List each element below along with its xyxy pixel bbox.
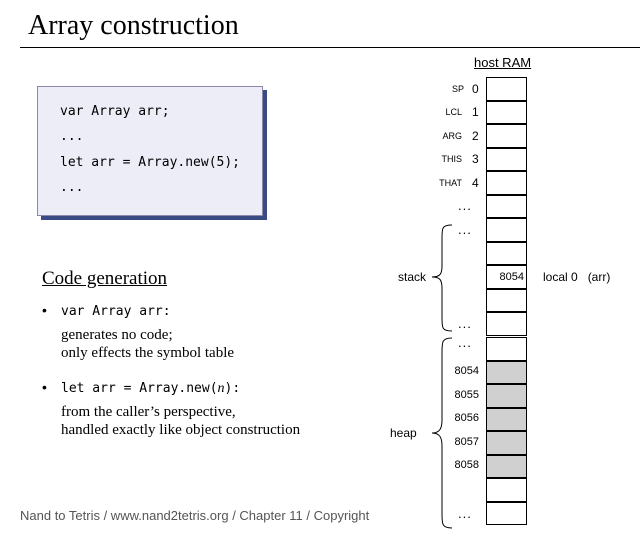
- code-line-3: let arr = Array.new(5);: [60, 155, 241, 170]
- code-line-1: var Array arr;: [60, 104, 170, 119]
- brace-lines: [431, 224, 453, 529]
- bullet-2-code: let arr = Array.new(n):: [61, 381, 241, 396]
- title-underline: [20, 47, 640, 48]
- heap-address-8057: 8057: [454, 436, 479, 448]
- ram-cell-heap-8056: [486, 407, 527, 431]
- ram-cell-heap-8057: [486, 431, 527, 455]
- ram-cell-gap-1: [486, 194, 527, 218]
- code-generation-heading: Code generation: [42, 268, 168, 289]
- stack-brace: [431, 224, 453, 332]
- heap-brace: [431, 337, 453, 529]
- code-line-4: ...: [60, 180, 84, 195]
- stack-label: stack: [398, 270, 427, 284]
- bullet-1-code: var Array arr:: [61, 304, 171, 319]
- ram-cell-heap-0: [486, 337, 527, 361]
- ram-cell-stack-2: [486, 241, 527, 265]
- ram-cell-this: [486, 147, 527, 171]
- footer: Nand to Tetris / www.nand2tetris.org / C…: [20, 508, 370, 523]
- ram-cell-heap-8054: [486, 360, 527, 384]
- ram-cell-heap-end: [486, 501, 527, 525]
- ram-cell-heap-8058: [486, 454, 527, 478]
- ellipsis-5: ...: [458, 506, 472, 521]
- ram-cell-heap-after: [486, 478, 527, 502]
- bullet-1-text-2: only effects the symbol table: [61, 345, 235, 361]
- register-lcl: LCL: [445, 107, 462, 117]
- local-0-value: 8054: [499, 271, 524, 283]
- heap-label: heap: [390, 426, 417, 440]
- index-2: 2: [472, 129, 479, 143]
- register-arg: ARG: [442, 131, 462, 141]
- index-0: 0: [472, 82, 479, 96]
- register-this: THIS: [441, 154, 462, 164]
- bullet-1: •: [42, 302, 47, 318]
- ram-cell-sp: [486, 77, 527, 101]
- ram-cell-arg: [486, 124, 527, 148]
- bullet-2-text-1: from the caller’s perspective,: [61, 404, 236, 420]
- host-ram-title: host RAM: [474, 55, 532, 70]
- heap-address-8055: 8055: [454, 389, 479, 401]
- ram-cell-stack-4: [486, 288, 527, 312]
- code-line-2: ...: [60, 129, 84, 144]
- index-1: 1: [472, 105, 479, 119]
- ram-cell-local-0: 8054: [486, 265, 527, 289]
- heap-address-8056: 8056: [454, 412, 479, 424]
- ellipsis-1: ...: [458, 198, 472, 213]
- ram-cell-lcl: [486, 100, 527, 124]
- bullet-1-text-1: generates no code;: [61, 327, 173, 343]
- ram-cell-heap-8055: [486, 384, 527, 408]
- register-that: THAT: [439, 178, 462, 188]
- slide-title: Array construction: [28, 10, 239, 41]
- register-sp: SP: [451, 84, 464, 94]
- ellipsis-3: ...: [458, 316, 472, 331]
- bullet-2: •: [42, 379, 47, 395]
- index-4: 4: [472, 176, 479, 190]
- heap-address-8054: 8054: [454, 365, 479, 377]
- ellipsis-2: ...: [458, 222, 472, 237]
- index-3: 3: [472, 152, 479, 166]
- ram-cell-stack-1: [486, 218, 527, 242]
- bullet-2-text-2: handled exactly like object construction: [61, 422, 301, 438]
- heap-address-8058: 8058: [454, 459, 479, 471]
- code-box: var Array arr; ... let arr = Array.new(5…: [37, 86, 263, 216]
- local-0-annotation: local 0 (arr): [543, 270, 611, 284]
- ram-cell-that: [486, 171, 527, 195]
- ellipsis-4: ...: [458, 335, 472, 350]
- ram-cell-stack-5: [486, 312, 527, 336]
